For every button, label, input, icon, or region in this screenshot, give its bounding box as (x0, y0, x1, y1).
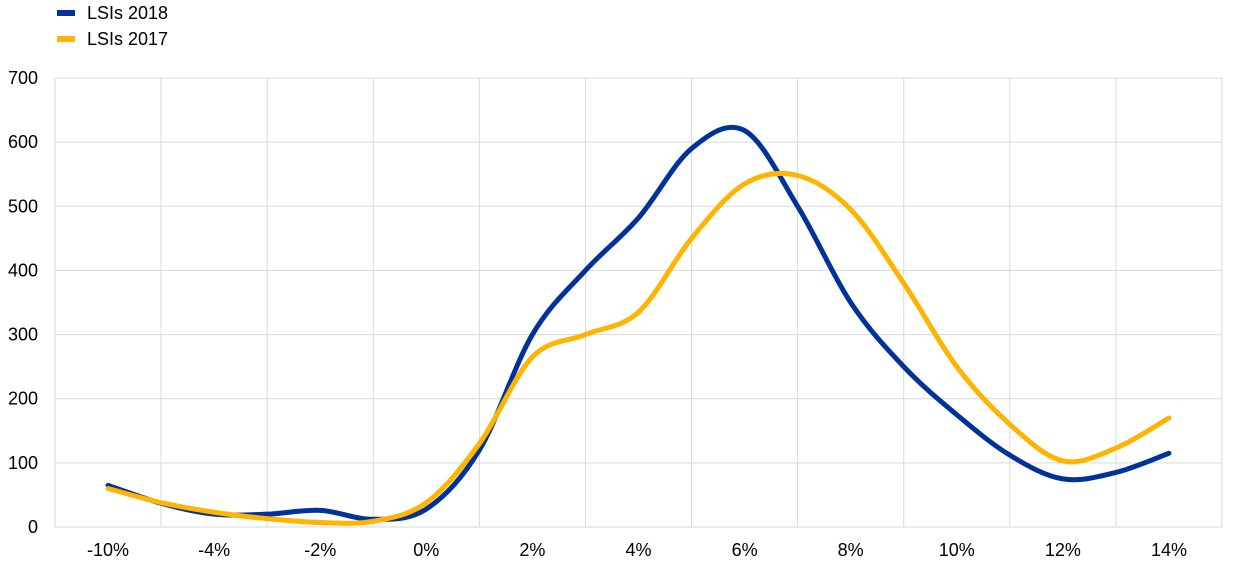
series-line-lsis-2017 (105, 170, 1172, 526)
x-tick-label: 2% (519, 540, 545, 560)
x-tick-label: 10% (939, 540, 975, 560)
y-tick-label: 300 (8, 325, 38, 345)
plot-frame (54, 77, 1223, 528)
x-tick-label: 12% (1045, 540, 1081, 560)
x-tick-label: -2% (304, 540, 336, 560)
legend-label: LSIs 2018 (87, 3, 168, 23)
y-tick-label: 400 (8, 260, 38, 280)
axes: 0 100 200 300 400 500 600 700 -10% -4% -2% 0% 2% 4% 6%… (8, 68, 1187, 560)
y-tick-label: 200 (8, 389, 38, 409)
y-tick-label: 0 (28, 517, 38, 537)
series-line-lsis-2018 (105, 124, 1172, 522)
x-tick-label: 4% (625, 540, 651, 560)
y-tick-label: 600 (8, 132, 38, 152)
x-tick-label: 6% (732, 540, 758, 560)
legend: LSIs 2018 LSIs 2017 (57, 3, 168, 49)
y-tick-label: 500 (8, 196, 38, 216)
x-tick-label: -10% (87, 540, 129, 560)
y-tick-label: 100 (8, 453, 38, 473)
legend-label: LSIs 2017 (87, 29, 168, 49)
series-lines (105, 124, 1172, 526)
x-tick-label: -4% (198, 540, 230, 560)
x-tick-label: 0% (413, 540, 439, 560)
x-tick-label: 8% (838, 540, 864, 560)
grid (54, 77, 1223, 528)
x-tick-label: 14% (1151, 540, 1187, 560)
y-tick-label: 700 (8, 68, 38, 88)
